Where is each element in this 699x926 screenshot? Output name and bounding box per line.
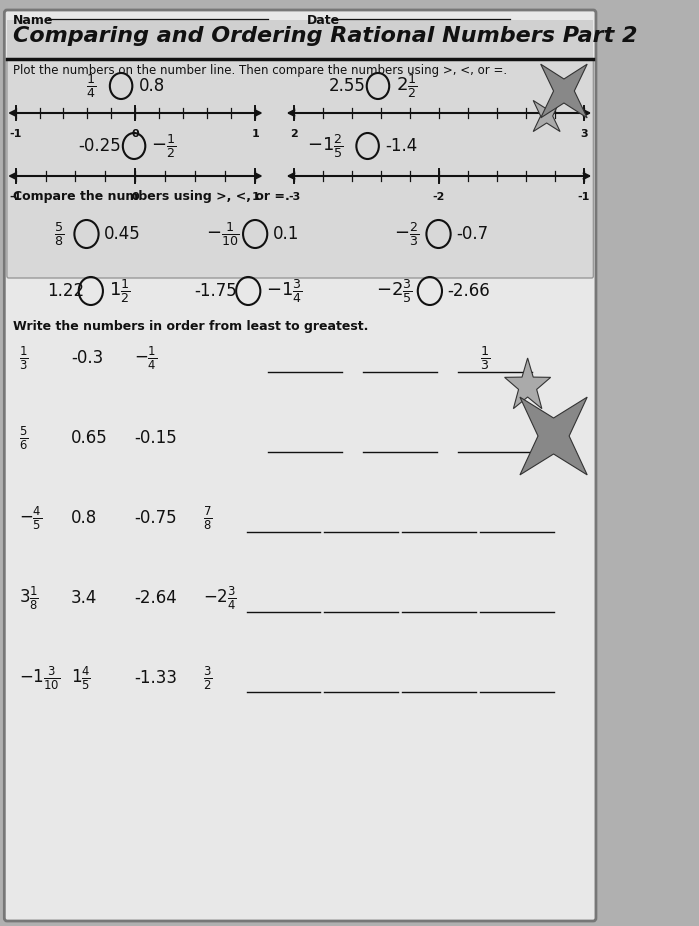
Text: $-2\frac{3}{5}$: $-2\frac{3}{5}$ bbox=[376, 277, 413, 305]
Text: Name: Name bbox=[13, 14, 53, 27]
Text: -1: -1 bbox=[577, 192, 590, 202]
Text: $1\frac{1}{2}$: $1\frac{1}{2}$ bbox=[109, 277, 131, 305]
Text: $\frac{1}{3}$: $\frac{1}{3}$ bbox=[480, 344, 490, 372]
Text: -1.33: -1.33 bbox=[134, 669, 177, 687]
Text: $-\frac{1}{2}$: $-\frac{1}{2}$ bbox=[150, 132, 175, 160]
Text: -1.4: -1.4 bbox=[385, 137, 417, 155]
Polygon shape bbox=[520, 397, 587, 475]
FancyBboxPatch shape bbox=[4, 10, 596, 921]
Text: -0.25: -0.25 bbox=[78, 137, 121, 155]
Text: $\frac{5}{8}$: $\frac{5}{8}$ bbox=[54, 220, 64, 248]
Text: $-\frac{4}{5}$: $-\frac{4}{5}$ bbox=[19, 505, 43, 532]
Text: -2.64: -2.64 bbox=[134, 589, 177, 607]
Text: Plot the numbers on the number line. Then compare the numbers using >, <, or =.: Plot the numbers on the number line. The… bbox=[13, 64, 507, 77]
Text: Date: Date bbox=[307, 14, 340, 27]
Text: $2\frac{1}{2}$: $2\frac{1}{2}$ bbox=[396, 72, 417, 100]
Text: -2: -2 bbox=[433, 192, 445, 202]
Text: $-\frac{1}{10}$: $-\frac{1}{10}$ bbox=[206, 220, 239, 248]
Text: $-\frac{1}{4}$: $-\frac{1}{4}$ bbox=[134, 344, 157, 371]
Text: $-1\frac{2}{5}$: $-1\frac{2}{5}$ bbox=[307, 132, 344, 160]
Text: -2.66: -2.66 bbox=[447, 282, 490, 300]
Polygon shape bbox=[505, 358, 551, 408]
Text: $\frac{5}{6}$: $\frac{5}{6}$ bbox=[19, 424, 29, 452]
Text: 0.8: 0.8 bbox=[138, 77, 165, 95]
Text: 0: 0 bbox=[131, 192, 139, 202]
Text: $\frac{1}{4}$: $\frac{1}{4}$ bbox=[87, 72, 96, 100]
Text: Compare the numbers using >, <, or =.: Compare the numbers using >, <, or =. bbox=[13, 190, 289, 203]
Text: 2: 2 bbox=[290, 129, 298, 139]
Text: -0.7: -0.7 bbox=[456, 225, 488, 243]
Text: $-1\frac{3}{4}$: $-1\frac{3}{4}$ bbox=[266, 277, 303, 305]
Text: $\frac{1}{3}$: $\frac{1}{3}$ bbox=[19, 344, 29, 371]
Text: 0: 0 bbox=[131, 129, 139, 139]
Text: 2.55: 2.55 bbox=[329, 77, 366, 95]
Text: 3.4: 3.4 bbox=[71, 589, 97, 607]
Text: 1: 1 bbox=[251, 129, 259, 139]
Text: 0.8: 0.8 bbox=[71, 509, 97, 527]
Text: -1: -1 bbox=[9, 192, 22, 202]
Text: -1: -1 bbox=[9, 129, 22, 139]
Polygon shape bbox=[541, 64, 587, 118]
Text: 0.1: 0.1 bbox=[273, 225, 300, 243]
Text: 0.45: 0.45 bbox=[103, 225, 140, 243]
Polygon shape bbox=[533, 100, 560, 131]
Text: $\frac{3}{2}$: $\frac{3}{2}$ bbox=[203, 664, 212, 692]
Text: 1.22: 1.22 bbox=[48, 282, 85, 300]
Text: 1: 1 bbox=[251, 192, 259, 202]
Text: $\frac{7}{8}$: $\frac{7}{8}$ bbox=[203, 505, 212, 532]
Text: 0.65: 0.65 bbox=[71, 429, 108, 447]
Text: -1.75: -1.75 bbox=[194, 282, 238, 300]
Text: $-\frac{2}{3}$: $-\frac{2}{3}$ bbox=[394, 220, 419, 248]
Text: $1\frac{4}{5}$: $1\frac{4}{5}$ bbox=[71, 664, 91, 692]
Text: 3: 3 bbox=[580, 129, 588, 139]
Text: $-1\frac{3}{10}$: $-1\frac{3}{10}$ bbox=[19, 664, 60, 692]
Bar bbox=[7, 20, 593, 58]
Text: -0.75: -0.75 bbox=[134, 509, 177, 527]
FancyBboxPatch shape bbox=[7, 59, 593, 278]
Text: -3: -3 bbox=[288, 192, 300, 202]
Text: Write the numbers in order from least to greatest.: Write the numbers in order from least to… bbox=[13, 320, 368, 333]
Text: $3\frac{1}{8}$: $3\frac{1}{8}$ bbox=[19, 584, 39, 612]
Text: -0.3: -0.3 bbox=[71, 349, 103, 367]
Text: $-2\frac{3}{4}$: $-2\frac{3}{4}$ bbox=[203, 584, 237, 612]
Text: -0.15: -0.15 bbox=[134, 429, 177, 447]
Text: Comparing and Ordering Rational Numbers Part 2: Comparing and Ordering Rational Numbers … bbox=[13, 26, 637, 46]
